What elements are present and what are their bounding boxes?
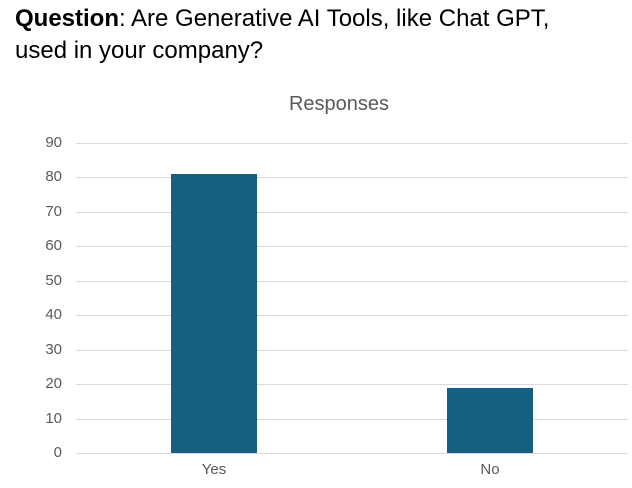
y-tick-label: 70 <box>45 202 62 220</box>
y-tick-label: 80 <box>45 168 62 186</box>
y-tick-label: 50 <box>45 271 62 289</box>
y-tick-label: 0 <box>53 444 62 461</box>
gridline <box>76 349 628 351</box>
y-tick-label: 90 <box>45 134 62 151</box>
gridline <box>76 246 628 248</box>
y-tick-label: 60 <box>45 237 62 255</box>
chart-title: Responses <box>288 93 390 115</box>
question-title: Question: Are Generative AI Tools, like … <box>15 3 621 67</box>
question-label-bold: Question <box>15 5 120 32</box>
question-line1-rest: : Are Generative AI Tools, like Chat GPT… <box>119 5 550 32</box>
gridline <box>76 315 628 317</box>
y-tick-label: 30 <box>45 340 62 358</box>
gridline <box>76 143 628 144</box>
gridline <box>76 280 628 282</box>
bar-yes <box>171 174 257 453</box>
y-tick-label: 10 <box>45 409 62 427</box>
question-line2: used in your company? <box>15 37 264 64</box>
x-tick-label: Yes <box>201 461 227 478</box>
bar-no <box>447 387 533 453</box>
x-tick-label: No <box>480 461 500 478</box>
y-axis-labels: 0 10 20 30 40 50 60 70 80 90 <box>0 134 62 461</box>
plot-area <box>76 143 628 454</box>
y-tick-label: 40 <box>45 306 62 324</box>
x-axis-labels: Yes No <box>76 461 628 483</box>
gridline <box>76 453 628 454</box>
gridline <box>76 418 628 420</box>
gridline <box>76 211 628 213</box>
y-tick-label: 20 <box>45 375 62 393</box>
gridline <box>76 177 628 179</box>
gridline <box>76 384 628 386</box>
